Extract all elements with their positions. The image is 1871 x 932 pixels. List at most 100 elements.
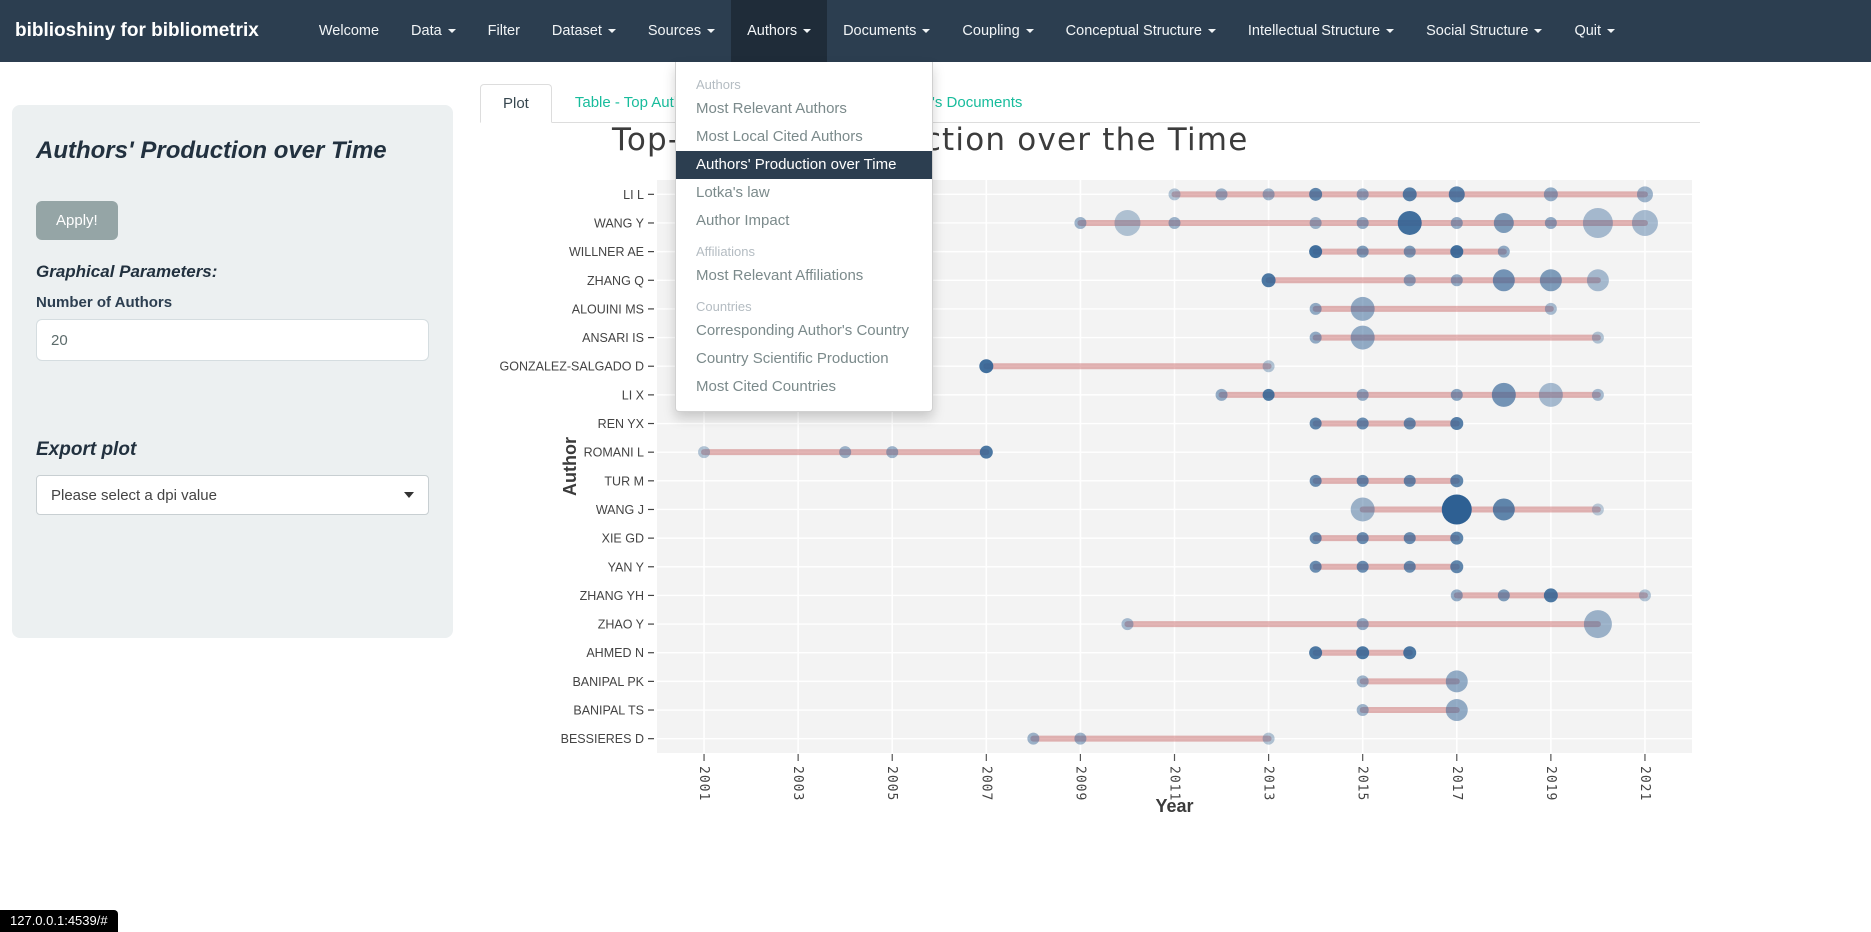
- data-point[interactable]: [1356, 245, 1369, 258]
- menu-item-lotka-s-law[interactable]: Lotka's law: [696, 184, 770, 201]
- data-point[interactable]: [1356, 618, 1369, 631]
- data-point[interactable]: [979, 445, 993, 459]
- menu-item-corresponding-author-s-country[interactable]: Corresponding Author's Country: [696, 322, 909, 339]
- data-point[interactable]: [1309, 245, 1323, 259]
- nav-item-authors[interactable]: Authors: [731, 0, 828, 62]
- data-point[interactable]: [1397, 210, 1422, 235]
- data-point[interactable]: [1262, 360, 1275, 373]
- data-point[interactable]: [1586, 269, 1609, 292]
- data-point[interactable]: [1450, 560, 1464, 574]
- data-point[interactable]: [1403, 532, 1416, 545]
- data-point[interactable]: [1450, 274, 1463, 287]
- number-of-authors-input[interactable]: [36, 319, 429, 361]
- data-point[interactable]: [1631, 209, 1658, 236]
- data-point[interactable]: [1261, 273, 1276, 288]
- data-point[interactable]: [1168, 216, 1181, 229]
- data-point[interactable]: [1591, 331, 1604, 344]
- tab-plot[interactable]: Plot: [480, 84, 552, 123]
- data-point[interactable]: [1448, 186, 1465, 203]
- data-point[interactable]: [1262, 388, 1275, 401]
- menu-item-author-impact[interactable]: Author Impact: [696, 212, 790, 229]
- data-point[interactable]: [1492, 498, 1515, 521]
- data-point[interactable]: [1638, 589, 1651, 602]
- data-point[interactable]: [1492, 269, 1515, 292]
- data-point[interactable]: [979, 359, 994, 374]
- data-point[interactable]: [839, 446, 852, 459]
- nav-item-quit[interactable]: Quit: [1558, 0, 1631, 62]
- data-point[interactable]: [1356, 675, 1369, 688]
- menu-item-most-local-cited-authors[interactable]: Most Local Cited Authors: [696, 128, 863, 145]
- data-point[interactable]: [1074, 216, 1087, 229]
- data-point[interactable]: [1309, 302, 1322, 315]
- data-point[interactable]: [1493, 212, 1514, 233]
- data-point[interactable]: [1356, 532, 1369, 545]
- data-point[interactable]: [1309, 417, 1322, 430]
- data-point[interactable]: [1450, 589, 1463, 602]
- data-point[interactable]: [1356, 188, 1369, 201]
- data-point[interactable]: [1491, 382, 1516, 407]
- nav-item-conceptual-structure[interactable]: Conceptual Structure: [1050, 0, 1232, 62]
- data-point[interactable]: [886, 446, 899, 459]
- menu-item-most-cited-countries[interactable]: Most Cited Countries: [696, 378, 837, 395]
- data-point[interactable]: [1497, 589, 1510, 602]
- data-point[interactable]: [1309, 331, 1322, 344]
- data-point[interactable]: [1356, 216, 1369, 229]
- data-point[interactable]: [1445, 699, 1468, 722]
- data-point[interactable]: [1450, 417, 1464, 431]
- data-point[interactable]: [1591, 388, 1604, 401]
- data-point[interactable]: [1403, 474, 1416, 487]
- data-point[interactable]: [1114, 209, 1141, 236]
- data-point[interactable]: [1583, 610, 1612, 639]
- data-point[interactable]: [1544, 302, 1557, 315]
- nav-item-documents[interactable]: Documents: [827, 0, 946, 62]
- data-point[interactable]: [1450, 216, 1463, 229]
- data-point[interactable]: [1441, 494, 1472, 525]
- data-point[interactable]: [1403, 646, 1417, 660]
- dpi-select[interactable]: Please select a dpi value: [36, 475, 429, 515]
- data-point[interactable]: [1636, 186, 1653, 203]
- data-point[interactable]: [1074, 732, 1087, 745]
- nav-item-social-structure[interactable]: Social Structure: [1410, 0, 1558, 62]
- data-point[interactable]: [698, 446, 711, 459]
- data-point[interactable]: [1450, 245, 1464, 259]
- data-point[interactable]: [1356, 388, 1369, 401]
- data-point[interactable]: [1215, 188, 1228, 201]
- data-point[interactable]: [1350, 497, 1375, 522]
- data-point[interactable]: [1262, 732, 1275, 745]
- data-point[interactable]: [1262, 188, 1275, 201]
- nav-item-welcome[interactable]: Welcome: [303, 0, 395, 62]
- menu-item-authors-production-over-time[interactable]: Authors' Production over Time: [676, 151, 932, 179]
- data-point[interactable]: [1350, 296, 1375, 321]
- data-point[interactable]: [1350, 325, 1375, 350]
- data-point[interactable]: [1356, 474, 1369, 487]
- data-point[interactable]: [1403, 245, 1416, 258]
- data-point[interactable]: [1309, 646, 1323, 660]
- data-point[interactable]: [1591, 503, 1604, 516]
- data-point[interactable]: [1356, 560, 1369, 573]
- menu-item-most-relevant-authors[interactable]: Most Relevant Authors: [696, 100, 847, 117]
- data-point[interactable]: [1309, 474, 1322, 487]
- data-point[interactable]: [1538, 382, 1563, 407]
- data-point[interactable]: [1356, 646, 1370, 660]
- data-point[interactable]: [1543, 588, 1558, 603]
- data-point[interactable]: [1582, 207, 1613, 238]
- nav-item-dataset[interactable]: Dataset: [536, 0, 632, 62]
- data-point[interactable]: [1544, 216, 1557, 229]
- apply-button[interactable]: Apply!: [36, 201, 118, 240]
- data-point[interactable]: [1402, 187, 1417, 202]
- nav-item-intellectual-structure[interactable]: Intellectual Structure: [1232, 0, 1410, 62]
- data-point[interactable]: [1356, 704, 1369, 717]
- nav-item-data[interactable]: Data: [395, 0, 472, 62]
- data-point[interactable]: [1121, 618, 1134, 631]
- data-point[interactable]: [1450, 388, 1463, 401]
- data-point[interactable]: [1027, 732, 1040, 745]
- data-point[interactable]: [1543, 187, 1558, 202]
- menu-item-most-relevant-affiliations[interactable]: Most Relevant Affiliations: [696, 267, 864, 284]
- nav-item-filter[interactable]: Filter: [472, 0, 536, 62]
- nav-item-sources[interactable]: Sources: [632, 0, 731, 62]
- data-point[interactable]: [1309, 532, 1322, 545]
- data-point[interactable]: [1450, 531, 1464, 545]
- data-point[interactable]: [1450, 474, 1464, 488]
- nav-item-coupling[interactable]: Coupling: [946, 0, 1049, 62]
- data-point[interactable]: [1356, 417, 1369, 430]
